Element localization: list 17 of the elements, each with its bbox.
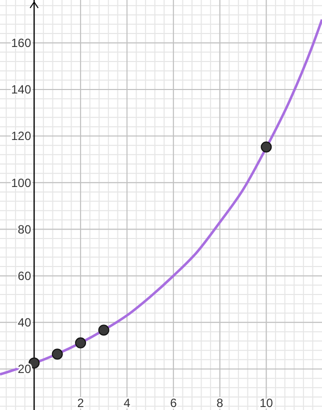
line-series — [0, 18, 322, 376]
y-tick-label: 100 — [11, 176, 32, 190]
y-tick-label: 140 — [11, 82, 32, 97]
point — [75, 337, 86, 348]
point — [260, 141, 272, 152]
x-tick-label: 8 — [216, 396, 224, 410]
y-tick-label: 160 — [11, 36, 32, 50]
x-tick-label: 6 — [170, 396, 178, 410]
y-tick-label: 120 — [11, 129, 32, 144]
point — [98, 324, 110, 336]
x-tick-label: 4 — [124, 396, 131, 410]
y-tick-label: 60 — [18, 269, 32, 284]
y-tick-label: 80 — [18, 222, 32, 236]
point — [52, 348, 63, 360]
x-tick-label: 10 — [260, 396, 274, 410]
y-tick-label: 40 — [18, 316, 32, 330]
x-tick-label: 2 — [77, 396, 84, 410]
